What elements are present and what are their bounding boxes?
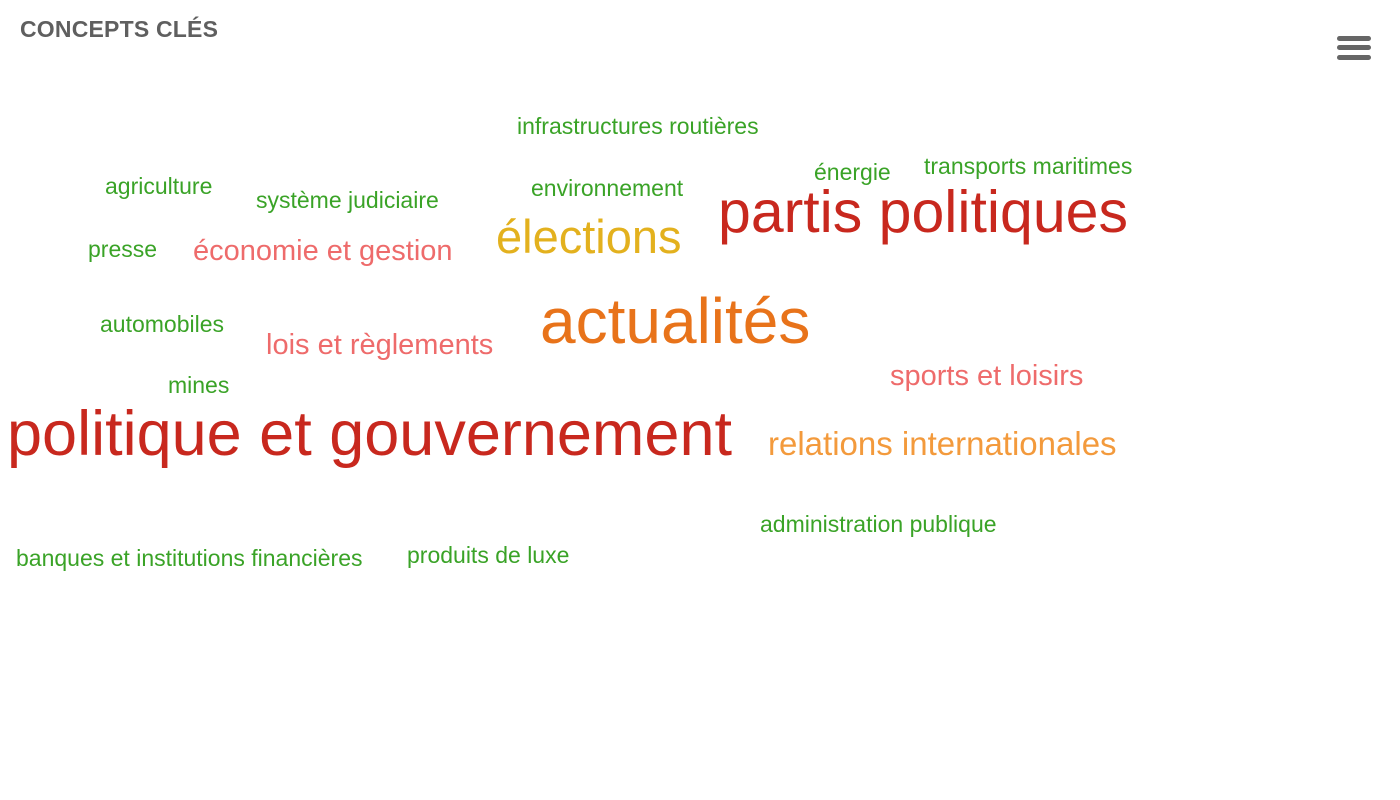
word-relations-internationales[interactable]: relations internationales xyxy=(768,425,1117,462)
panel-title: CONCEPTS CLÉS xyxy=(20,16,219,42)
word-sports-et-loisirs[interactable]: sports et loisirs xyxy=(890,360,1084,392)
word-mines[interactable]: mines xyxy=(168,372,230,398)
word-agriculture[interactable]: agriculture xyxy=(105,173,213,199)
word-partis-politiques[interactable]: partis politiques xyxy=(718,179,1128,245)
menu-bar-bottom xyxy=(1337,55,1371,60)
word-environnement[interactable]: environnement xyxy=(531,175,684,201)
word-systeme-judiciaire[interactable]: système judiciaire xyxy=(256,187,439,213)
word-automobiles[interactable]: automobiles xyxy=(100,311,225,337)
word-energie[interactable]: énergie xyxy=(814,159,891,185)
word-politique-et-gouvernement[interactable]: politique et gouvernement xyxy=(7,399,732,469)
word-produits-de-luxe[interactable]: produits de luxe xyxy=(407,542,570,568)
word-elections[interactable]: élections xyxy=(496,210,682,263)
menu-bar-middle xyxy=(1337,45,1371,50)
word-lois-et-reglements[interactable]: lois et règlements xyxy=(266,329,494,361)
word-banques-et-institutions-financieres[interactable]: banques et institutions financières xyxy=(16,545,363,571)
hamburger-menu-icon[interactable] xyxy=(1336,34,1372,64)
word-infrastructures-routieres[interactable]: infrastructures routières xyxy=(517,113,759,139)
word-presse[interactable]: presse xyxy=(88,236,158,262)
word-administration-publique[interactable]: administration publique xyxy=(760,511,997,537)
word-economie-et-gestion[interactable]: économie et gestion xyxy=(193,235,453,267)
menu-bar-top xyxy=(1337,36,1371,41)
word-transports-maritimes[interactable]: transports maritimes xyxy=(924,153,1133,179)
word-actualites[interactable]: actualités xyxy=(540,285,811,357)
